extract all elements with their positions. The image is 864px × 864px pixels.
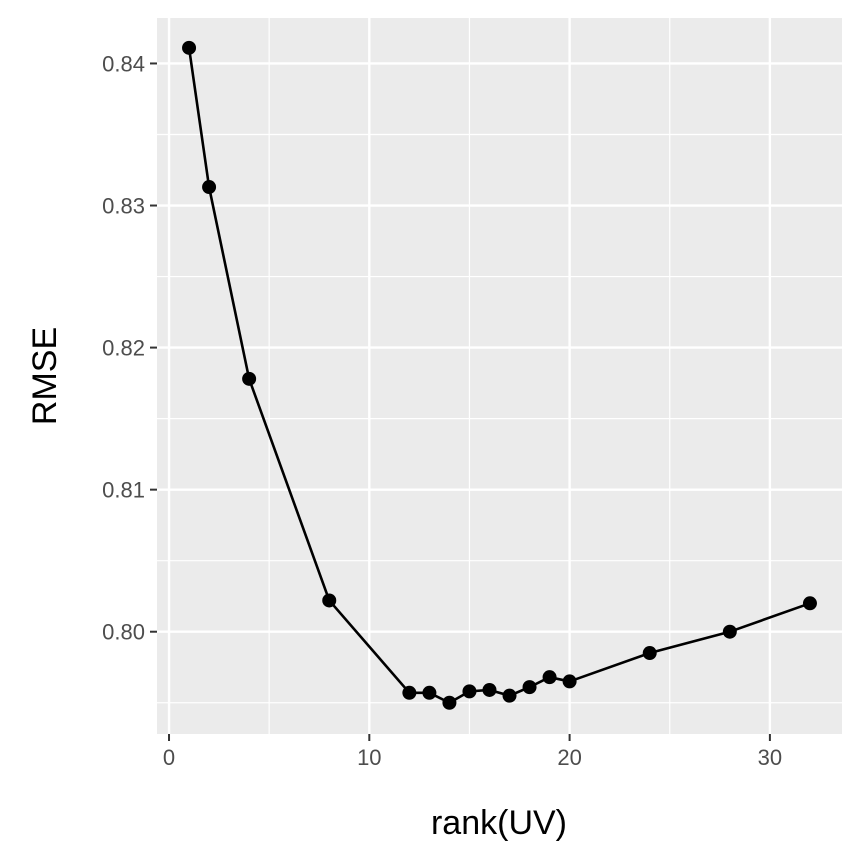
y-tick-label: 0.83 (102, 194, 145, 219)
plot-panel (157, 18, 842, 734)
x-tick-label: 30 (758, 745, 782, 770)
data-point (542, 670, 557, 685)
data-point (422, 685, 437, 700)
series-polyline (187, 47, 811, 705)
y-tick-label: 0.80 (102, 620, 145, 645)
x-tick-label: 20 (557, 745, 581, 770)
data-point (502, 688, 517, 703)
x-tick-label: 10 (357, 745, 381, 770)
series-points (182, 40, 817, 710)
data-point (442, 695, 457, 710)
y-tick-label: 0.81 (102, 478, 145, 503)
data-point (242, 371, 257, 386)
x-tick-label: 0 (163, 745, 175, 770)
grid-minor (157, 18, 842, 734)
x-axis-ticks: 0 10 20 30 (163, 734, 782, 770)
data-point (322, 593, 337, 608)
data-point (642, 646, 657, 661)
data-point (202, 180, 217, 195)
x-axis-title: rank(UV) (431, 804, 567, 842)
data-point (722, 624, 737, 639)
data-point (522, 680, 537, 695)
data-point (182, 40, 197, 55)
data-point (402, 685, 417, 700)
y-axis-ticks: 0.80 0.81 0.82 0.83 0.84 (102, 51, 157, 645)
data-point (802, 596, 817, 611)
data-point (482, 682, 497, 697)
data-point (562, 674, 577, 689)
data-point (462, 684, 477, 699)
y-axis-title: RMSE (26, 327, 64, 425)
series-line (187, 47, 811, 705)
y-tick-label: 0.82 (102, 336, 145, 361)
y-tick-label: 0.84 (102, 51, 145, 76)
